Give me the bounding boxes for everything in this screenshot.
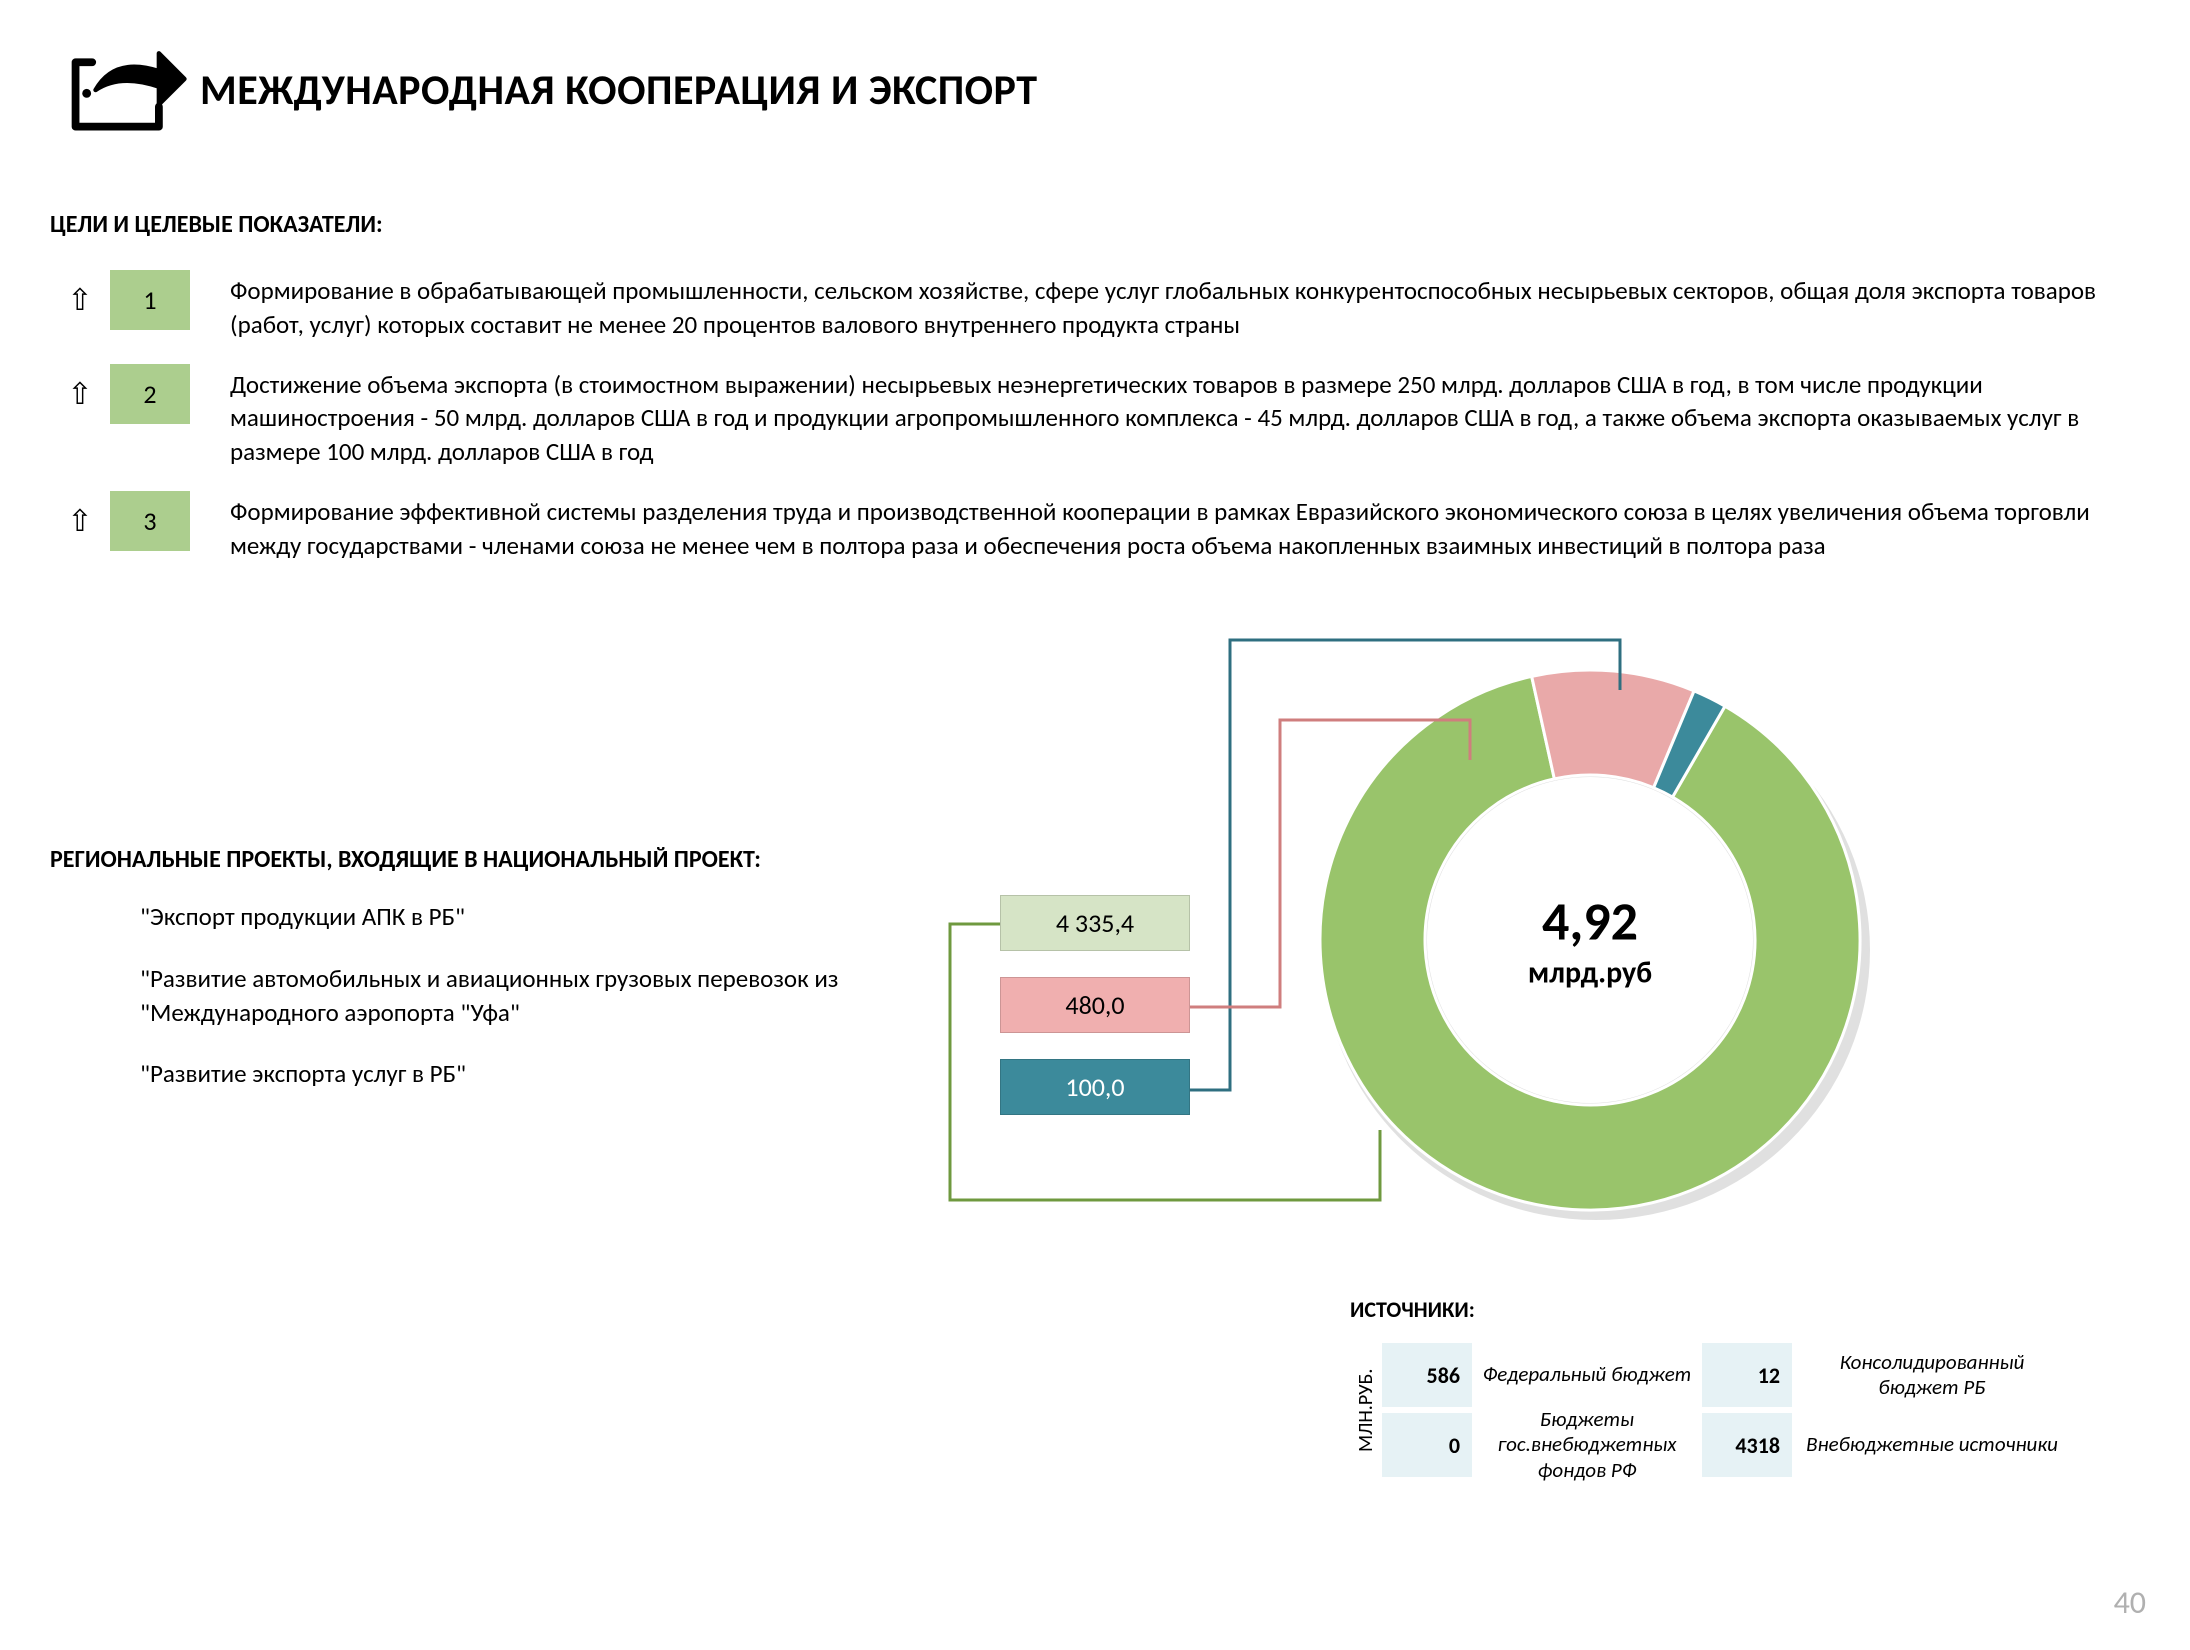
donut-chart: 4,92 млрд.руб [1310, 660, 1870, 1220]
project-item: "Развитие автомобильных и авиационных гр… [140, 962, 860, 1030]
goal-text: Формирование в обрабатывающей промышленн… [230, 270, 2140, 342]
goal-number: 1 [110, 270, 190, 330]
source-value: 12 [1702, 1343, 1792, 1407]
donut-unit: млрд.руб [1528, 955, 1652, 992]
up-arrow-icon: ⇧ [50, 491, 110, 540]
source-name: Консолидированный бюджет РБ [1792, 1350, 2072, 1400]
page-number: 40 [2114, 1583, 2146, 1622]
goal-row: ⇧3 Формирование эффективной системы разде… [50, 491, 2140, 563]
goal-row: ⇧2 Достижение объема экспорта (в стоимост… [50, 364, 2140, 469]
goal-row: ⇧1 Формирование в обрабатывающей промышле… [50, 270, 2140, 342]
value-box: 4 335,4 [1000, 895, 1190, 951]
goal-text: Достижение объема экспорта (в стоимостно… [230, 364, 2140, 469]
value-box: 480,0 [1000, 977, 1190, 1033]
goals-list: ⇧1Формирование в обрабатывающей промышле… [50, 270, 2140, 584]
donut-center: 4,92 млрд.руб [1528, 889, 1652, 992]
up-arrow-icon: ⇧ [50, 364, 110, 413]
up-arrow-icon: ⇧ [50, 270, 110, 319]
goal-text: Формирование эффективной системы разделе… [230, 491, 2140, 563]
project-item: "Развитие экспорта услуг в РБ" [140, 1057, 860, 1091]
projects-list: "Экспорт продукции АПК в РБ" "Развитие ав… [140, 900, 860, 1119]
source-name: Внебюджетные источники [1792, 1432, 2072, 1457]
goals-heading: ЦЕЛИ И ЦЕЛЕВЫЕ ПОКАЗАТЕЛИ: [50, 210, 383, 239]
donut-value: 4,92 [1528, 889, 1652, 955]
source-value: 586 [1382, 1343, 1472, 1407]
goal-number: 3 [110, 491, 190, 551]
export-icon [50, 40, 190, 140]
source-name: Федеральный бюджет [1472, 1362, 1702, 1387]
source-value: 0 [1382, 1413, 1472, 1477]
projects-heading: РЕГИОНАЛЬНЫЕ ПРОЕКТЫ, ВХОДЯЩИЕ В НАЦИОНА… [50, 845, 761, 874]
header: МЕЖДУНАРОДНАЯ КООПЕРАЦИЯ И ЭКСПОРТ [50, 40, 1038, 140]
source-value: 4318 [1702, 1413, 1792, 1477]
value-boxes: 4 335,4 480,0 100,0 [1000, 895, 1190, 1141]
project-item: "Экспорт продукции АПК в РБ" [140, 900, 860, 934]
goal-number: 2 [110, 364, 190, 424]
page-title: МЕЖДУНАРОДНАЯ КООПЕРАЦИЯ И ЭКСПОРТ [200, 65, 1038, 116]
sources-ylabel: МЛН.РУБ. [1350, 1340, 1382, 1480]
sources-heading: ИСТОЧНИКИ: [1350, 1296, 1475, 1323]
value-box: 100,0 [1000, 1059, 1190, 1115]
sources-table: МЛН.РУБ. 586Федеральный бюджет12Консолид… [1350, 1340, 2072, 1480]
source-name: Бюджеты гос.внебюджетных фондов РФ [1472, 1407, 1702, 1483]
